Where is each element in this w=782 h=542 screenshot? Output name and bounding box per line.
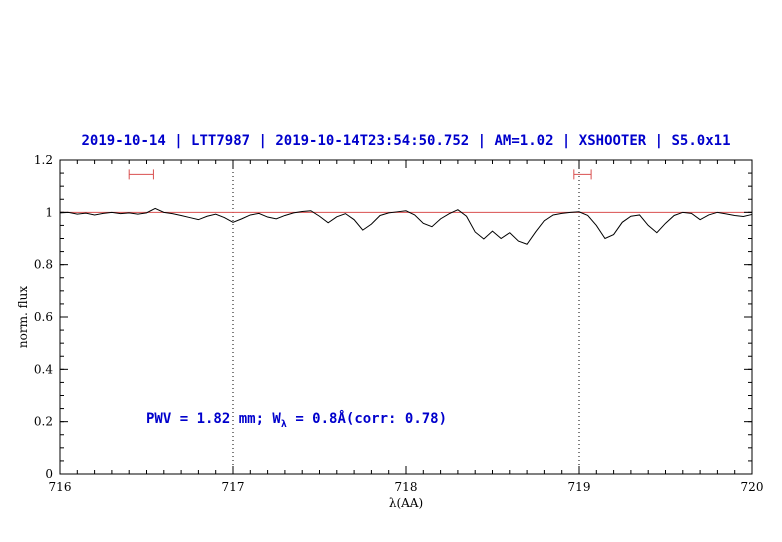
y-tick-label: 0.2 <box>34 415 53 429</box>
pwv-annotation-prefix: PWV = 1.82 mm; W <box>146 411 281 427</box>
x-tick-label: 720 <box>741 480 764 494</box>
x-tick-label: 718 <box>395 480 418 494</box>
pwv-annotation: PWV = 1.82 mm; Wλ = 0.8Å(corr: 0.78) <box>146 411 447 430</box>
pwv-annotation-suffix: = 0.8Å(corr: 0.78) <box>286 411 448 427</box>
y-tick-label: 0.8 <box>34 258 53 272</box>
x-tick-label: 719 <box>568 480 591 494</box>
y-tick-label: 0 <box>45 467 53 481</box>
x-tick-label: 717 <box>222 480 245 494</box>
y-tick-label: 1 <box>45 205 53 219</box>
y-tick-label: 1.2 <box>34 153 53 167</box>
y-axis-label: norm. flux <box>16 285 30 349</box>
pwv-annotation-sub: λ <box>280 418 287 430</box>
y-tick-label: 0.6 <box>34 310 53 324</box>
spectrum-line <box>59 207 753 245</box>
y-tick-label: 0.4 <box>34 362 53 376</box>
x-axis-label: λ(AA) <box>388 496 424 510</box>
x-tick-label: 716 <box>49 480 72 494</box>
plot-title: 2019-10-14 | LTT7987 | 2019-10-14T23:54:… <box>81 133 731 149</box>
